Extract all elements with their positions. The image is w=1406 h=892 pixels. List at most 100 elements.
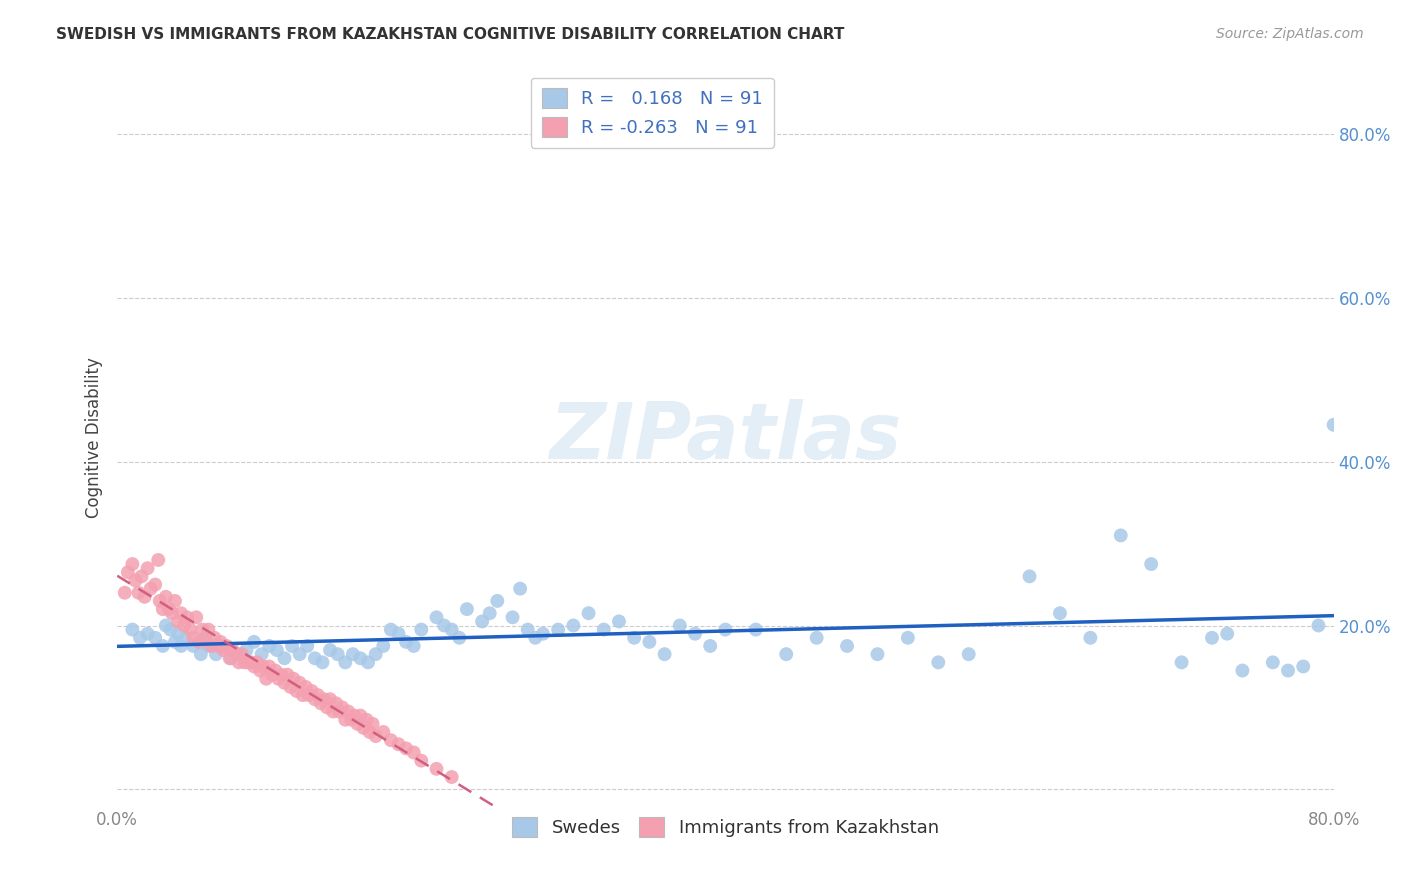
- Point: [668, 618, 690, 632]
- Point: [349, 708, 371, 723]
- Point: [330, 700, 353, 714]
- Point: [243, 659, 266, 673]
- Point: [233, 656, 256, 670]
- Point: [346, 716, 368, 731]
- Point: [1292, 659, 1315, 673]
- Point: [835, 639, 858, 653]
- Point: [364, 647, 387, 661]
- Point: [129, 631, 152, 645]
- Point: [1323, 417, 1346, 432]
- Point: [373, 639, 395, 653]
- Point: [304, 651, 326, 665]
- Point: [218, 651, 240, 665]
- Point: [288, 647, 311, 661]
- Point: [387, 737, 409, 751]
- Point: [509, 582, 531, 596]
- Point: [927, 656, 949, 670]
- Point: [623, 631, 645, 645]
- Point: [254, 672, 277, 686]
- Point: [155, 590, 177, 604]
- Point: [298, 688, 321, 702]
- Point: [957, 647, 980, 661]
- Point: [273, 651, 295, 665]
- Point: [167, 615, 190, 629]
- Point: [262, 667, 284, 681]
- Point: [160, 606, 183, 620]
- Point: [471, 615, 494, 629]
- Point: [228, 647, 250, 661]
- Point: [745, 623, 768, 637]
- Point: [319, 643, 342, 657]
- Point: [250, 647, 273, 661]
- Point: [159, 623, 181, 637]
- Point: [124, 574, 146, 588]
- Point: [148, 553, 170, 567]
- Point: [181, 639, 204, 653]
- Y-axis label: Cognitive Disability: Cognitive Disability: [86, 357, 103, 517]
- Point: [311, 656, 333, 670]
- Point: [337, 705, 360, 719]
- Point: [307, 688, 329, 702]
- Point: [322, 705, 344, 719]
- Point: [562, 618, 585, 632]
- Point: [149, 594, 172, 608]
- Point: [155, 618, 177, 632]
- Point: [228, 656, 250, 670]
- Point: [356, 713, 378, 727]
- Point: [349, 651, 371, 665]
- Point: [273, 676, 295, 690]
- Point: [136, 626, 159, 640]
- Point: [181, 631, 204, 645]
- Point: [335, 656, 357, 670]
- Point: [328, 705, 350, 719]
- Point: [190, 647, 212, 661]
- Point: [449, 631, 471, 645]
- Point: [342, 647, 364, 661]
- Point: [143, 577, 166, 591]
- Point: [395, 635, 418, 649]
- Point: [478, 606, 501, 620]
- Point: [219, 651, 242, 665]
- Point: [249, 664, 271, 678]
- Point: [319, 692, 342, 706]
- Point: [235, 643, 257, 657]
- Point: [1308, 618, 1330, 632]
- Point: [157, 602, 180, 616]
- Point: [240, 656, 263, 670]
- Point: [222, 643, 245, 657]
- Point: [117, 566, 139, 580]
- Point: [212, 639, 235, 653]
- Point: [170, 606, 193, 620]
- Point: [215, 639, 238, 653]
- Point: [1078, 631, 1101, 645]
- Point: [114, 586, 136, 600]
- Point: [775, 647, 797, 661]
- Point: [325, 696, 347, 710]
- Point: [207, 639, 229, 653]
- Point: [433, 618, 456, 632]
- Text: Source: ZipAtlas.com: Source: ZipAtlas.com: [1216, 27, 1364, 41]
- Text: SWEDISH VS IMMIGRANTS FROM KAZAKHSTAN COGNITIVE DISABILITY CORRELATION CHART: SWEDISH VS IMMIGRANTS FROM KAZAKHSTAN CO…: [56, 27, 845, 42]
- Point: [592, 623, 614, 637]
- Point: [200, 639, 222, 653]
- Text: ZIPatlas: ZIPatlas: [550, 399, 901, 475]
- Point: [170, 639, 193, 653]
- Point: [301, 684, 323, 698]
- Point: [152, 602, 174, 616]
- Point: [1261, 656, 1284, 670]
- Point: [1201, 631, 1223, 645]
- Point: [139, 582, 162, 596]
- Point: [395, 741, 418, 756]
- Point: [411, 754, 433, 768]
- Point: [285, 684, 308, 698]
- Point: [373, 725, 395, 739]
- Point: [714, 623, 737, 637]
- Point: [280, 680, 302, 694]
- Point: [205, 647, 228, 661]
- Point: [387, 626, 409, 640]
- Point: [516, 623, 538, 637]
- Point: [411, 623, 433, 637]
- Point: [197, 639, 219, 653]
- Point: [456, 602, 478, 616]
- Point: [281, 639, 304, 653]
